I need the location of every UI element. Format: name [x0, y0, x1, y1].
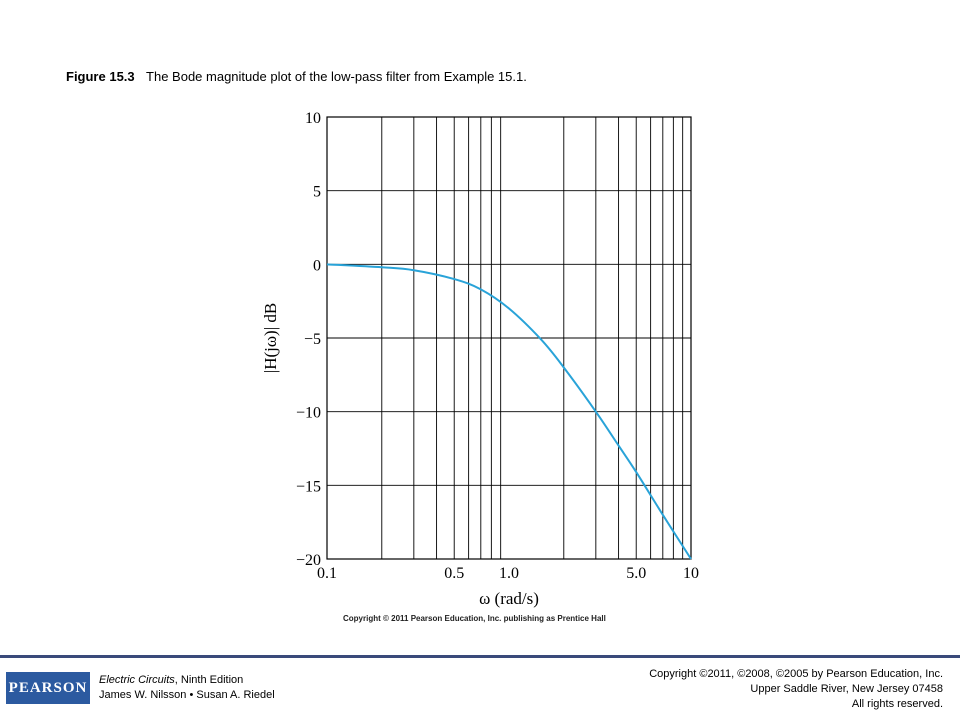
x-tick-label: 1.0: [499, 565, 519, 582]
y-tick-label: 0: [313, 257, 321, 274]
figure-caption: Figure 15.3 The Bode magnitude plot of t…: [66, 69, 527, 84]
x-tick-label: 0.1: [317, 565, 337, 582]
chart-copyright: Copyright © 2011 Pearson Education, Inc.…: [343, 614, 606, 623]
y-tick-label: −20: [296, 552, 321, 569]
x-tick-label: 5.0: [626, 565, 646, 582]
y-tick-label: 5: [313, 184, 321, 201]
chart-grid: [327, 116, 691, 560]
tick-labels: 10 5 0 −5 −10 −15 −200.1 0.5 1.0 5.0 10: [296, 110, 699, 582]
figure-caption-text: The Bode magnitude plot of the low-pass …: [146, 69, 527, 84]
pearson-logo: PEARSON: [6, 672, 90, 704]
book-info: Electric Circuits, Ninth Edition James W…: [99, 673, 275, 703]
rights-line-3: All rights reserved.: [851, 698, 943, 710]
x-tick-label: 10: [683, 565, 699, 582]
y-tick-label: 10: [305, 110, 321, 127]
figure-number: Figure 15.3: [66, 69, 135, 84]
book-authors: James W. Nilsson • Susan A. Riedel: [99, 689, 275, 701]
book-edition: , Ninth Edition: [174, 674, 244, 686]
y-tick-label: −5: [304, 331, 321, 348]
book-title: Electric Circuits: [99, 674, 175, 686]
x-axis-label: ω (rad/s): [479, 589, 539, 608]
rights-line-1: Copyright ©2011, ©2008, ©2005 by Pearson…: [649, 668, 943, 680]
y-axis-label: |H(jω)| dB: [261, 303, 280, 373]
series-line: [326, 263, 692, 560]
x-tick-label: 0.5: [444, 565, 464, 582]
footer-divider: [0, 655, 960, 658]
copyright-notice: Copyright ©2011, ©2008, ©2005 by Pearson…: [649, 667, 943, 712]
rights-line-2: Upper Saddle River, New Jersey 07458: [750, 683, 943, 695]
y-tick-label: −15: [296, 478, 321, 495]
y-tick-label: −10: [296, 405, 321, 422]
plot-frame: [326, 116, 692, 560]
